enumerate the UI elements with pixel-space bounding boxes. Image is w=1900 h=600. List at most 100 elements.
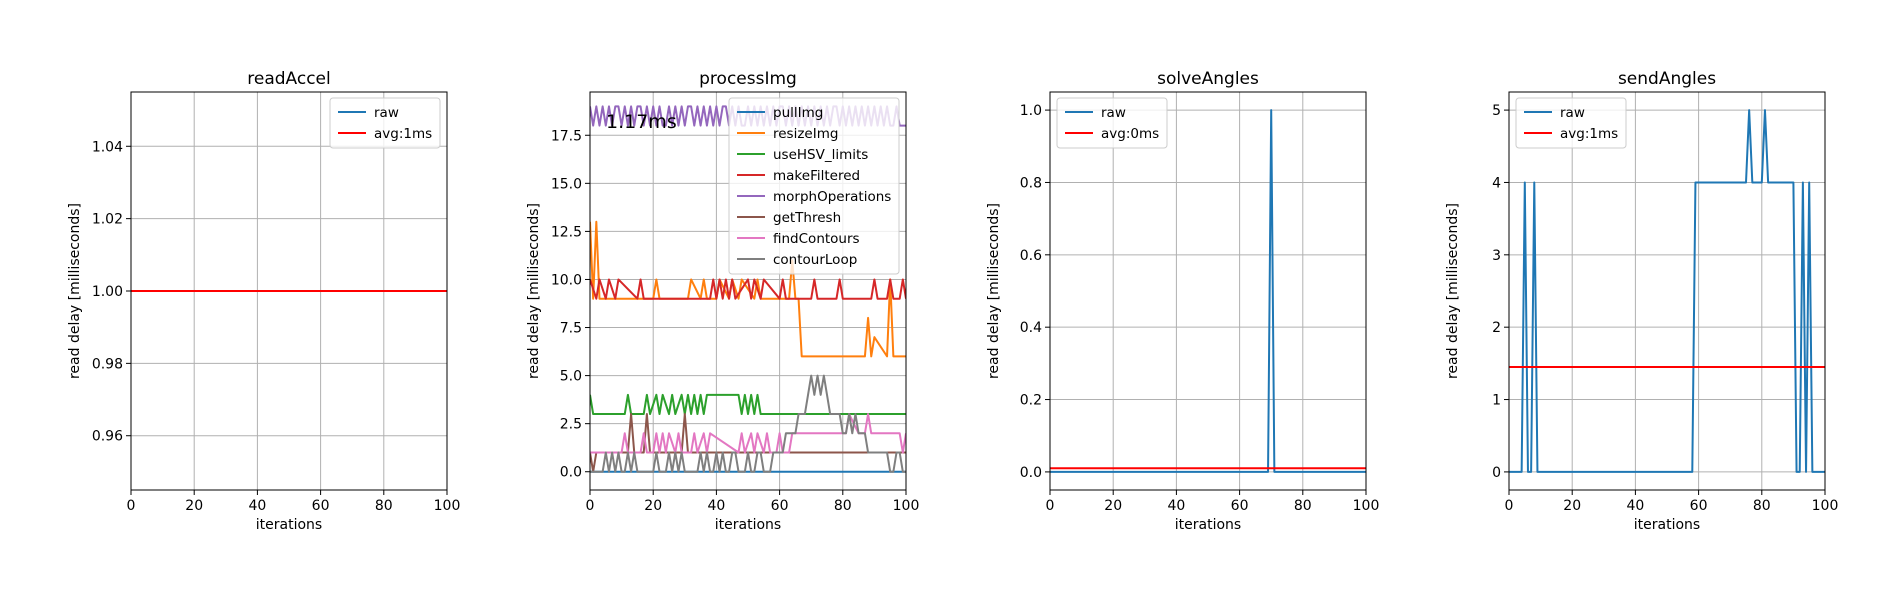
x-tick-label: 100 [1353,498,1380,514]
legend-label-pullImg: pullImg [773,105,823,121]
y-tick-label: 0.4 [1020,320,1042,336]
y-tick-label: 1.00 [92,284,123,300]
x-tick-label: 20 [1563,498,1581,514]
y-tick-label: 12.5 [551,224,582,240]
x-axis-label: iterations [715,517,781,533]
y-tick-label: 4 [1492,175,1501,191]
legend-box [728,97,900,275]
series-line-contourLoop [590,374,906,473]
x-tick-label: 20 [644,498,662,514]
y-tick-label: 2.5 [560,417,582,433]
y-tick-label: 0.6 [1020,248,1042,264]
y-tick-label: 10.0 [551,272,582,288]
x-tick-label: 100 [1812,498,1839,514]
legend-label-makeFiltered: makeFiltered [773,168,860,184]
chart-title: sendAngles [1618,69,1716,89]
y-tick-label: 15.0 [551,176,582,192]
x-tick-label: 0 [1046,498,1055,514]
y-tick-label: 5 [1492,103,1501,119]
legend: pullImg resizeImg useHSV_limits makeFiltere… [728,97,900,275]
y-tick-label: 1.02 [92,212,123,228]
x-tick-label: 100 [893,498,920,514]
x-axis-label: iterations [256,517,322,533]
subplot-solveAngles: 0 20 40 60 80 100 0.0 0.2 0.4 0.6 0.8 1.0 solveAngle… [986,69,1379,533]
x-axis-label: iterations [1634,517,1700,533]
y-axis-label: read delay [milliseconds] [526,203,542,379]
axes-frame [1508,91,1826,491]
x-tick-label: 80 [375,498,393,514]
legend: raw avg:1ms [329,97,441,149]
series-group [1509,109,1825,473]
y-tick-label: 1.0 [1020,103,1042,119]
y-tick-label: 3 [1492,248,1501,264]
x-tick-label: 40 [707,498,725,514]
grid [1508,92,1826,490]
legend-label-useHSV_limits: useHSV_limits [773,147,868,163]
axes-frame [589,91,907,491]
grid [1049,92,1367,490]
legend-box [1515,97,1627,149]
legend-label-getThresh: getThresh [773,210,841,226]
y-tick-label: 1.04 [92,139,123,155]
chart-title: solveAngles [1157,69,1259,89]
y-tick-label: 0.98 [92,356,123,372]
y-tick-label: 0.8 [1020,175,1042,191]
legend-label-raw: raw [1101,105,1126,121]
x-tick-label: 80 [1753,498,1771,514]
legend-box [329,97,441,149]
y-tick-label: 0 [1492,465,1501,481]
legend-box [1056,97,1168,149]
y-tick-label: 2 [1492,320,1501,336]
x-tick-label: 100 [434,498,461,514]
x-tick-label: 20 [1104,498,1122,514]
series-line-useHSV_limits [590,393,906,416]
y-tick-label: 17.5 [551,128,582,144]
series-line-findContours [590,413,906,454]
legend: raw avg:1ms [1515,97,1627,149]
legend-label-avg:0ms: avg:0ms [1101,126,1159,142]
x-tick-label: 60 [771,498,789,514]
legend-label-findContours: findContours [773,231,860,247]
legend-label-raw: raw [1560,105,1585,121]
legend: raw avg:0ms [1056,97,1168,149]
chart-title: readAccel [247,69,331,89]
legend-label-avg:1ms: avg:1ms [374,126,432,142]
x-tick-label: 80 [834,498,852,514]
x-tick-label: 0 [127,498,136,514]
y-axis-label: read delay [milliseconds] [67,203,83,379]
x-tick-label: 0 [586,498,595,514]
y-tick-label: 0.96 [92,429,123,445]
series-line-raw [1050,109,1366,473]
legend-label-raw: raw [374,105,399,121]
legend-label-avg:1ms: avg:1ms [1560,126,1618,142]
subplot-processImg: 0 20 40 60 80 100 0.0 2.5 5.0 7.5 10.0 12.5 15.0 17.5… [526,69,919,533]
series-line-raw [1509,109,1825,473]
x-tick-label: 20 [185,498,203,514]
legend-label-contourLoop: contourLoop [773,252,857,268]
subplot-sendAngles: 0 20 40 60 80 100 0 1 2 3 4 5 sendAngles iterations re… [1445,69,1838,533]
series-group [590,105,906,473]
axes-frame [130,91,448,491]
x-axis-label: iterations [1175,517,1241,533]
x-tick-label: 40 [1167,498,1185,514]
legend-label-morphOperations: morphOperations [773,189,891,205]
y-tick-label: 0.0 [1020,465,1042,481]
chart-title: processImg [699,69,797,89]
annotation-text: 1.17ms [606,111,677,133]
x-tick-label: 0 [1505,498,1514,514]
y-axis-label: read delay [milliseconds] [986,203,1002,379]
x-tick-label: 60 [312,498,330,514]
y-tick-label: 5.0 [560,369,582,385]
x-tick-label: 40 [248,498,266,514]
y-axis-label: read delay [milliseconds] [1445,203,1461,379]
axes-frame [1049,91,1367,491]
series-line-resizeImg [590,220,906,358]
y-tick-label: 0.0 [560,465,582,481]
x-tick-label: 80 [1294,498,1312,514]
x-tick-label: 60 [1231,498,1249,514]
y-tick-label: 0.2 [1020,393,1042,409]
y-tick-label: 1 [1492,393,1501,409]
y-tick-label: 7.5 [560,321,582,337]
series-group [1050,109,1366,473]
